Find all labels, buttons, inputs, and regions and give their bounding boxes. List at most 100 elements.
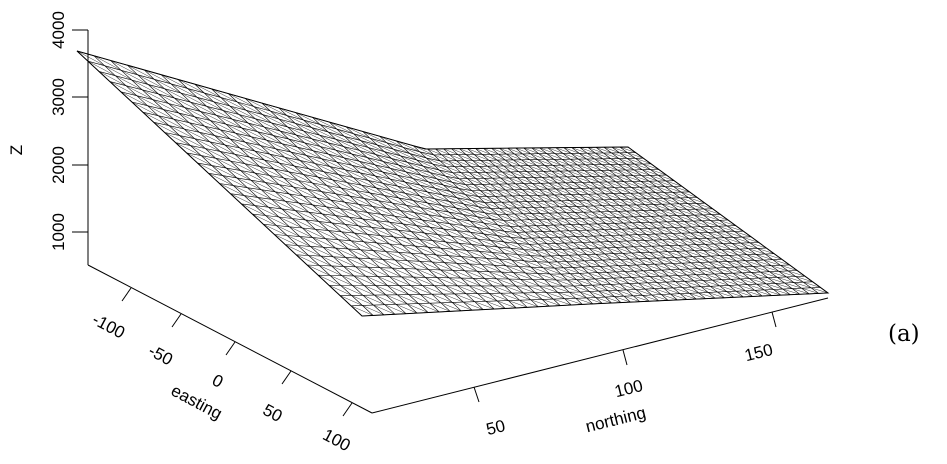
mesh-facet-diagonal xyxy=(474,301,495,310)
mesh-facet-diagonal xyxy=(613,193,630,200)
mesh-facet-diagonal xyxy=(475,148,491,155)
mesh-facet-diagonal xyxy=(627,265,644,271)
mesh-facet-diagonal xyxy=(510,237,530,245)
mesh-facet-diagonal xyxy=(398,197,421,208)
mesh-facet-diagonal xyxy=(553,249,569,256)
mesh-facet-diagonal xyxy=(583,176,600,183)
mesh-facet-diagonal xyxy=(638,192,655,199)
mesh-facet-diagonal xyxy=(222,175,248,188)
mesh-facet-diagonal xyxy=(619,152,636,159)
mesh-facet-diagonal xyxy=(539,189,555,196)
mesh-facet-diagonal xyxy=(452,270,473,279)
mesh-facet-diagonal xyxy=(419,239,441,249)
mesh-facet-diagonal xyxy=(724,237,741,244)
mesh-facet-diagonal xyxy=(529,159,545,166)
mesh-facet-diagonal xyxy=(732,273,750,279)
mesh-facet-diagonal xyxy=(328,154,353,166)
mesh-facet-diagonal xyxy=(493,171,510,179)
mesh-facet-diagonal xyxy=(782,288,800,295)
mesh-facet-diagonal xyxy=(174,97,201,112)
mesh-facet-diagonal xyxy=(360,249,383,260)
mesh-facet-diagonal xyxy=(476,227,498,236)
mesh-facet-diagonal xyxy=(419,195,442,206)
mesh-facet-diagonal xyxy=(270,110,296,124)
mesh-facet-diagonal xyxy=(414,168,437,179)
mesh-facet-diagonal xyxy=(562,194,579,201)
mesh-facet-diagonal xyxy=(476,271,497,279)
mesh-facet-diagonal xyxy=(578,158,594,165)
mesh-facet-diagonal xyxy=(504,231,523,239)
mesh-facet-diagonal xyxy=(190,145,216,159)
mesh-facet-diagonal xyxy=(283,177,308,190)
mesh-facet-diagonal xyxy=(190,102,217,116)
mesh-facet-diagonal xyxy=(680,239,697,245)
mesh-facet-diagonal xyxy=(668,275,685,282)
mesh-facet-diagonal xyxy=(531,147,547,154)
mesh-facet-diagonal xyxy=(777,277,795,283)
northing-tick-label-100: 100 xyxy=(613,376,645,401)
mesh-facet-diagonal xyxy=(701,256,719,262)
mesh-facet-diagonal xyxy=(549,273,568,281)
mesh-facet-diagonal xyxy=(619,235,636,241)
mesh-facet-diagonal xyxy=(341,231,364,242)
mesh-facet-diagonal xyxy=(588,223,605,230)
mesh-facet-diagonal xyxy=(305,219,329,231)
mesh-facet-diagonal xyxy=(629,258,646,265)
mesh-facet-diagonal xyxy=(209,141,235,155)
mesh-facet-diagonal xyxy=(230,160,256,174)
mesh-facet-diagonal xyxy=(645,264,662,271)
mesh-facet-diagonal xyxy=(405,193,428,204)
mesh-facet-diagonal xyxy=(740,278,757,285)
mesh-facet-diagonal xyxy=(698,268,715,275)
mesh-facet-diagonal xyxy=(566,236,583,243)
mesh-facet-diagonal xyxy=(436,254,457,264)
mesh-facet-diagonal xyxy=(93,55,122,71)
mesh-facet-diagonal xyxy=(531,237,548,244)
mesh-facet-diagonal xyxy=(515,183,531,190)
mesh-facet-diagonal xyxy=(662,239,679,246)
mesh-facet-diagonal xyxy=(663,198,680,204)
mesh-facet-diagonal xyxy=(490,240,511,249)
mesh-facet-diagonal xyxy=(593,164,610,171)
mesh-facet-diagonal xyxy=(578,200,594,207)
mesh-facet-diagonal xyxy=(390,178,413,190)
mesh-facet-diagonal xyxy=(483,148,499,155)
mesh-facet-diagonal xyxy=(331,265,354,277)
mesh-facet-diagonal xyxy=(241,203,266,216)
mesh-facet-diagonal xyxy=(587,147,604,154)
mesh-facet-diagonal xyxy=(506,153,522,160)
mesh-facet-diagonal xyxy=(434,198,457,209)
mesh-facet-diagonal xyxy=(661,269,678,276)
mesh-facet-diagonal xyxy=(393,149,417,161)
mesh-facet-diagonal xyxy=(635,240,652,247)
mesh-facet-diagonal xyxy=(660,209,678,216)
mesh-facet-diagonal xyxy=(435,188,457,198)
mesh-facet-diagonal xyxy=(197,97,223,111)
mesh-facet-diagonal xyxy=(607,181,624,188)
mesh-facet-diagonal xyxy=(184,128,210,142)
mesh-facet-diagonal xyxy=(322,213,346,225)
easting-axis-line xyxy=(87,264,373,414)
mesh-facet-diagonal xyxy=(523,147,539,154)
mesh-facet-diagonal xyxy=(240,170,266,183)
mesh-facet-diagonal xyxy=(376,242,399,253)
mesh-facet-diagonal xyxy=(642,295,659,301)
mesh-facet-diagonal xyxy=(566,212,582,219)
mesh-facet-diagonal xyxy=(320,146,344,158)
mesh-facet-diagonal xyxy=(285,201,309,213)
mesh-facet-diagonal xyxy=(295,123,320,136)
mesh-facet-diagonal xyxy=(623,187,639,194)
mesh-facet-diagonal xyxy=(756,284,774,290)
mesh-facet-diagonal xyxy=(456,230,478,240)
mesh-facet-diagonal xyxy=(316,197,341,209)
mesh-facet-diagonal xyxy=(367,157,391,169)
mesh-facet-diagonal xyxy=(537,159,553,166)
mesh-facet-diagonal xyxy=(784,282,802,289)
mesh-facet-diagonal xyxy=(343,266,366,277)
mesh-facet-diagonal xyxy=(561,165,577,171)
mesh-facet-diagonal xyxy=(503,220,519,227)
mesh-facet-diagonal xyxy=(525,231,541,238)
mesh-facet-diagonal xyxy=(641,175,658,182)
mesh-facet-diagonal xyxy=(427,202,449,213)
mesh-facet-diagonal xyxy=(400,210,423,221)
